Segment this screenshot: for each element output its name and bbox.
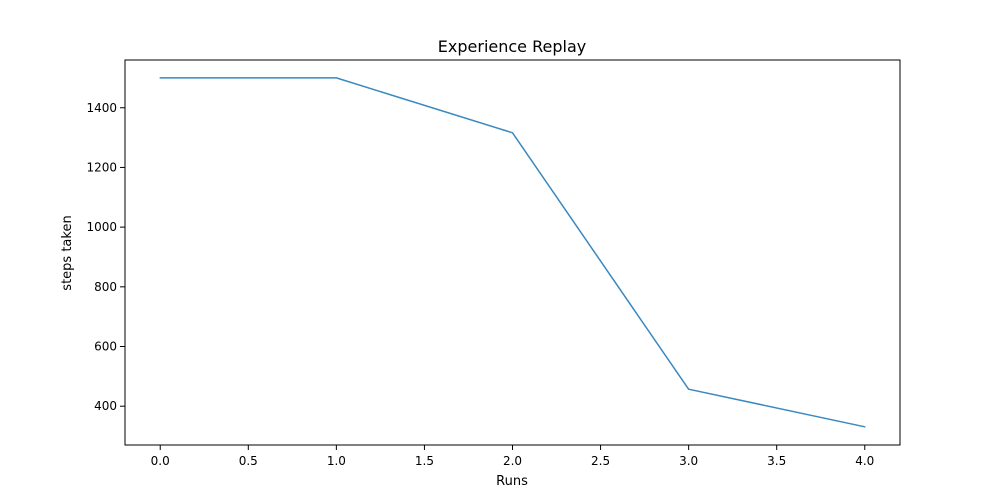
y-axis-ticks: 400 600 800 1000 1200 1400 xyxy=(86,101,125,413)
x-tick-label: 3.0 xyxy=(679,454,698,468)
y-tick-label: 1000 xyxy=(86,220,117,234)
x-tick-label: 2.5 xyxy=(591,454,610,468)
y-tick-label: 600 xyxy=(94,340,117,354)
x-tick-label: 0.0 xyxy=(151,454,170,468)
y-tick-label: 400 xyxy=(94,399,117,413)
y-tick-label: 800 xyxy=(94,280,117,294)
x-axis-ticks: 0.0 0.5 1.0 1.5 2.0 2.5 3.0 3.5 4.0 xyxy=(151,445,874,468)
chart-title: Experience Replay xyxy=(438,37,586,56)
x-tick-label: 1.0 xyxy=(327,454,346,468)
x-axis-label: Runs xyxy=(496,474,528,489)
y-tick-label: 1200 xyxy=(86,160,117,174)
x-tick-label: 4.0 xyxy=(855,454,874,468)
y-tick-label: 1400 xyxy=(86,101,117,115)
x-tick-label: 2.0 xyxy=(503,454,522,468)
x-tick-label: 3.5 xyxy=(767,454,786,468)
y-axis-label: steps taken xyxy=(60,215,75,290)
x-tick-label: 1.5 xyxy=(415,454,434,468)
x-tick-label: 0.5 xyxy=(239,454,258,468)
plot-frame xyxy=(124,59,901,446)
series-line xyxy=(159,77,866,428)
